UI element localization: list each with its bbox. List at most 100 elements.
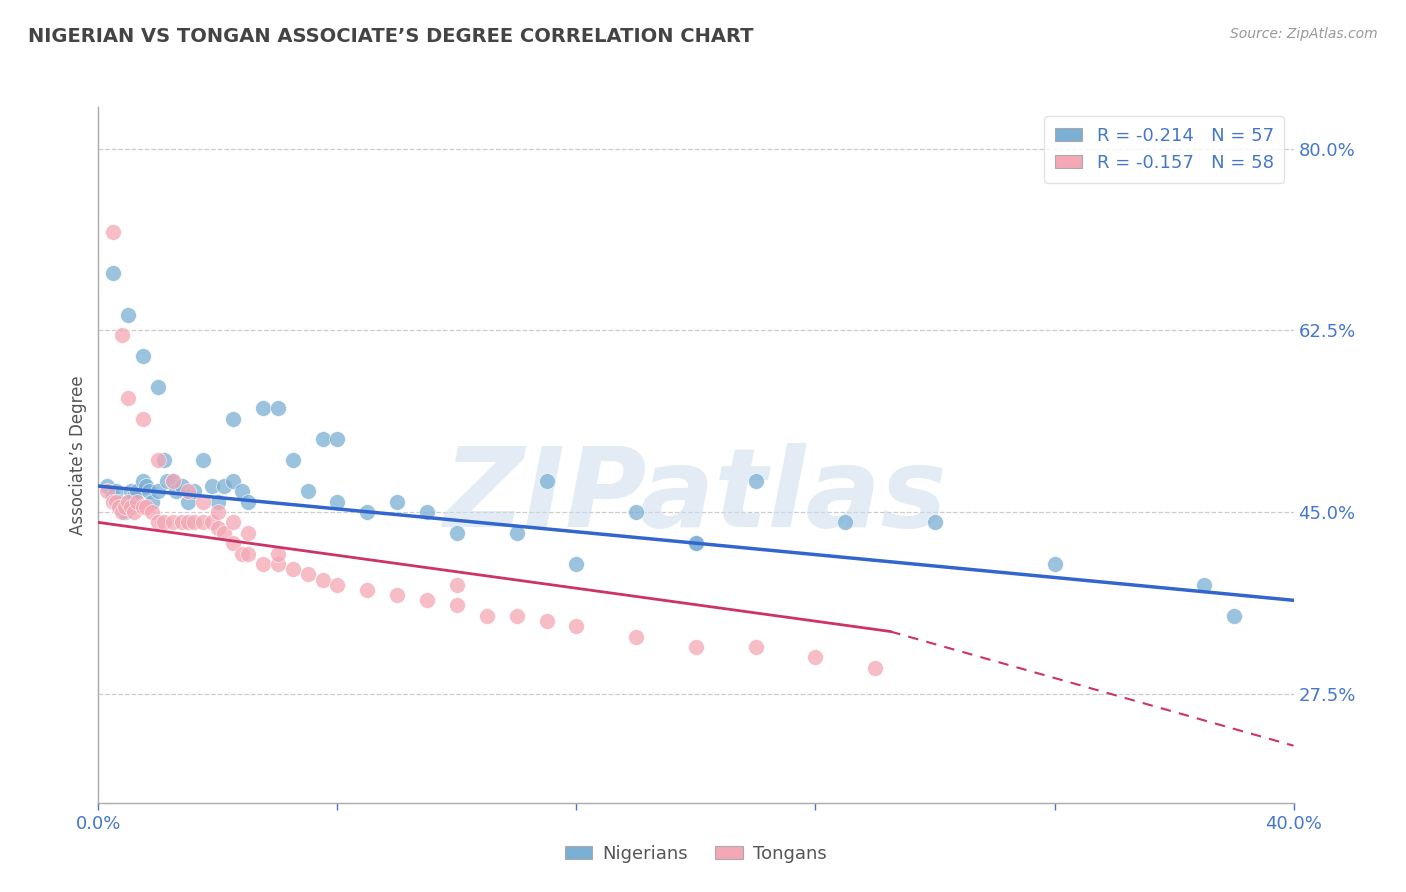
- Point: [236, 547, 259, 561]
- Point: [267, 401, 290, 416]
- Point: [120, 500, 142, 514]
- Point: [105, 494, 128, 508]
- Point: [183, 484, 205, 499]
- Point: [117, 494, 139, 508]
- Point: [385, 494, 409, 508]
- Point: [745, 640, 768, 654]
- Point: [156, 474, 179, 488]
- Point: [252, 401, 274, 416]
- Point: [201, 479, 224, 493]
- Point: [132, 411, 155, 425]
- Point: [207, 505, 229, 519]
- Text: ZIPatlas: ZIPatlas: [444, 443, 948, 550]
- Point: [685, 536, 707, 550]
- Point: [172, 479, 194, 493]
- Point: [222, 536, 245, 550]
- Point: [1192, 578, 1215, 592]
- Point: [536, 614, 558, 628]
- Point: [117, 308, 139, 322]
- Point: [132, 500, 155, 514]
- Point: [108, 500, 131, 514]
- Point: [135, 479, 157, 493]
- Point: [236, 494, 259, 508]
- Point: [177, 516, 200, 530]
- Point: [231, 547, 253, 561]
- Point: [212, 525, 235, 540]
- Point: [924, 516, 946, 530]
- Point: [536, 474, 558, 488]
- Point: [626, 630, 648, 644]
- Point: [506, 525, 529, 540]
- Point: [117, 494, 139, 508]
- Point: [236, 525, 259, 540]
- Point: [191, 516, 214, 530]
- Point: [475, 608, 498, 623]
- Point: [745, 474, 768, 488]
- Point: [565, 557, 588, 571]
- Point: [132, 474, 155, 488]
- Point: [183, 516, 205, 530]
- Point: [108, 494, 131, 508]
- Point: [162, 474, 184, 488]
- Point: [326, 433, 349, 447]
- Point: [103, 490, 125, 504]
- Point: [297, 484, 319, 499]
- Point: [141, 505, 163, 519]
- Point: [222, 516, 245, 530]
- Point: [416, 505, 439, 519]
- Point: [96, 484, 118, 499]
- Point: [506, 608, 529, 623]
- Point: [177, 494, 200, 508]
- Point: [191, 453, 214, 467]
- Point: [153, 516, 176, 530]
- Point: [326, 578, 349, 592]
- Point: [212, 479, 235, 493]
- Point: [132, 349, 155, 363]
- Point: [865, 661, 887, 675]
- Point: [1043, 557, 1066, 571]
- Text: Source: ZipAtlas.com: Source: ZipAtlas.com: [1230, 27, 1378, 41]
- Point: [127, 484, 149, 499]
- Point: [103, 266, 125, 280]
- Point: [222, 474, 245, 488]
- Point: [127, 494, 149, 508]
- Point: [685, 640, 707, 654]
- Point: [96, 479, 118, 493]
- Point: [114, 500, 136, 514]
- Point: [326, 494, 349, 508]
- Point: [103, 494, 125, 508]
- Point: [162, 474, 184, 488]
- Point: [124, 505, 146, 519]
- Point: [311, 573, 333, 587]
- Point: [231, 484, 253, 499]
- Point: [191, 494, 214, 508]
- Point: [172, 516, 194, 530]
- Point: [103, 225, 125, 239]
- Point: [804, 650, 827, 665]
- Point: [117, 391, 139, 405]
- Point: [141, 494, 163, 508]
- Point: [416, 593, 439, 607]
- Point: [162, 516, 184, 530]
- Point: [207, 494, 229, 508]
- Point: [207, 520, 229, 534]
- Point: [267, 557, 290, 571]
- Point: [120, 484, 142, 499]
- Point: [685, 536, 707, 550]
- Point: [165, 484, 187, 499]
- Point: [356, 582, 378, 597]
- Y-axis label: Associate’s Degree: Associate’s Degree: [69, 376, 87, 534]
- Point: [111, 328, 134, 343]
- Point: [1223, 608, 1246, 623]
- Point: [446, 578, 468, 592]
- Point: [222, 411, 245, 425]
- Point: [111, 500, 134, 514]
- Point: [124, 490, 146, 504]
- Legend: Nigerians, Tongans: Nigerians, Tongans: [558, 838, 834, 871]
- Point: [114, 505, 136, 519]
- Point: [153, 453, 176, 467]
- Point: [148, 516, 170, 530]
- Point: [135, 500, 157, 514]
- Point: [626, 505, 648, 519]
- Point: [446, 599, 468, 613]
